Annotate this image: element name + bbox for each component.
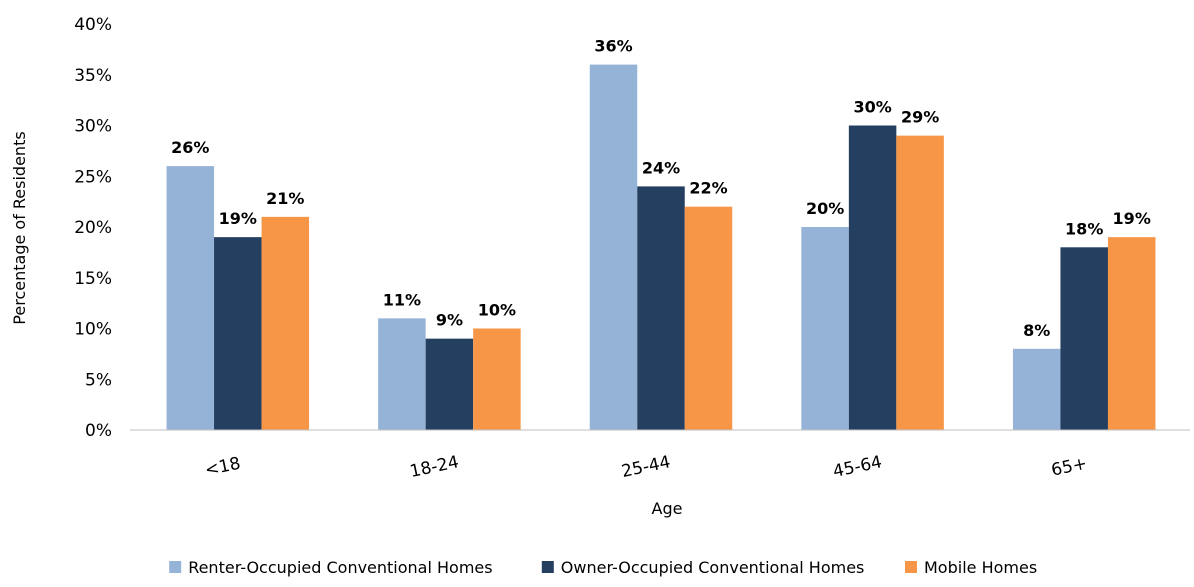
bar: [589, 64, 638, 430]
bar: [684, 206, 733, 430]
y-tick-label: 40%: [74, 15, 112, 35]
bar: [1012, 348, 1061, 430]
y-tick-label: 25%: [74, 167, 112, 187]
x-axis-ticks: <18 18-24 25-44 45-64 65+: [203, 452, 1089, 482]
data-label: 24%: [642, 158, 680, 177]
data-label: 22%: [689, 179, 727, 198]
y-axis-title: Percentage of Residents: [10, 131, 29, 324]
legend: Renter-Occupied Conventional Homes Owner-…: [169, 558, 1037, 577]
data-label: 9%: [436, 311, 463, 330]
x-tick-label: 18-24: [408, 452, 460, 482]
legend-swatch: [905, 561, 917, 573]
bar: [801, 227, 849, 430]
y-axis-ticks: 0% 5% 10% 15% 20% 25% 30% 35% 40%: [74, 15, 112, 441]
bar: [848, 125, 897, 430]
data-label: 29%: [901, 108, 939, 127]
x-tick-label: 25-44: [620, 452, 672, 482]
data-label: 19%: [219, 209, 257, 228]
y-tick-label: 35%: [74, 66, 112, 86]
bar: [637, 186, 685, 430]
data-label: 20%: [806, 199, 844, 218]
legend-swatch: [541, 561, 554, 573]
bar: [1107, 237, 1156, 430]
bar: [378, 318, 426, 430]
y-tick-label: 30%: [74, 117, 112, 137]
x-tick-label: 65+: [1050, 454, 1089, 481]
data-label: 36%: [594, 37, 632, 56]
data-labels: 26% 19% 21% 11% 9% 10% 36% 24% 22% 20% 30% 29% 8% 18%…: [171, 37, 1151, 340]
bar: [214, 237, 262, 430]
x-tick-label: <18: [203, 454, 242, 481]
y-tick-label: 20%: [74, 218, 112, 238]
y-tick-label: 15%: [74, 269, 112, 289]
bar: [425, 338, 474, 430]
y-tick-label: 0%: [85, 421, 112, 441]
legend-label: Renter-Occupied Conventional Homes: [188, 558, 492, 577]
data-label: 10%: [478, 301, 516, 320]
bar: [896, 135, 944, 430]
bar: [166, 166, 215, 430]
data-label: 30%: [853, 98, 891, 117]
legend-swatch: [169, 561, 182, 573]
legend-label: Owner-Occupied Conventional Homes: [561, 558, 865, 577]
bar: [1060, 247, 1108, 430]
bar: [261, 216, 310, 430]
data-label: 26%: [171, 138, 209, 157]
x-tick-label: 45-64: [831, 452, 883, 482]
y-tick-label: 10%: [74, 320, 112, 340]
bar-marks: [166, 64, 1156, 430]
legend-label: Mobile Homes: [924, 558, 1037, 577]
data-label: 8%: [1023, 321, 1050, 340]
data-label: 19%: [1113, 209, 1151, 228]
data-label: 18%: [1065, 219, 1103, 238]
y-tick-label: 5%: [85, 370, 112, 390]
bar: [473, 328, 521, 430]
data-label: 11%: [383, 290, 421, 309]
data-label: 21%: [266, 189, 304, 208]
x-axis-title: Age: [652, 499, 683, 518]
